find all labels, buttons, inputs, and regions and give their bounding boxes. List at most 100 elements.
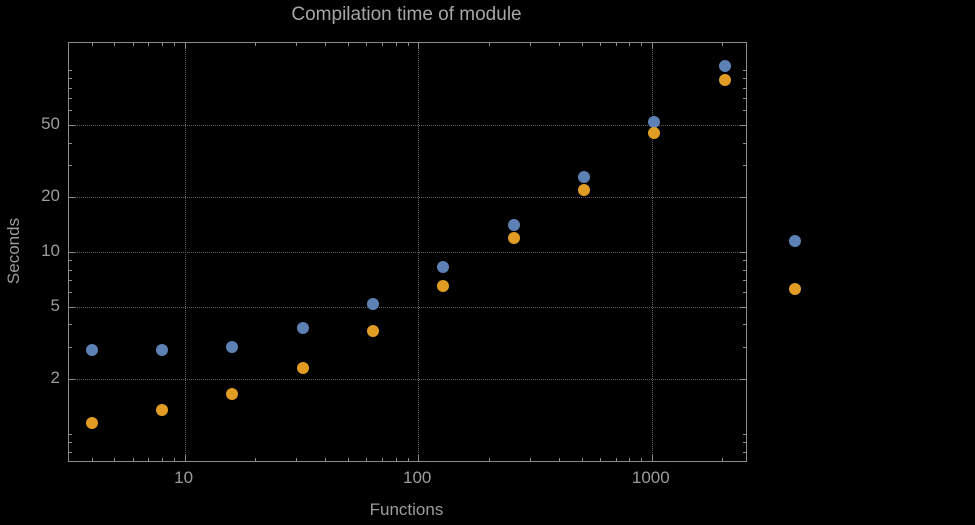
gridline-horizontal [69,306,746,308]
x-tick-mark [382,458,384,461]
x-tick-mark [599,458,601,461]
y-tick-mark [743,142,746,144]
y-tick-mark [69,442,72,444]
x-tick-mark [161,458,163,461]
gridline-horizontal [69,379,746,381]
x-tick-label: 10 [174,468,194,487]
data-point [718,60,731,73]
y-tick-mark [743,347,746,349]
x-tick-mark [641,458,643,461]
x-tick-mark [651,43,653,49]
x-tick-mark [395,458,397,461]
x-tick-mark [161,43,163,46]
y-tick-mark [740,252,746,254]
x-tick-mark [558,458,560,461]
y-tick-mark [69,110,72,112]
y-tick-mark [69,87,72,89]
y-tick-label: 10 [41,241,60,261]
y-tick-mark [740,379,746,381]
y-tick-mark [69,197,75,199]
y-tick-mark [743,292,746,294]
x-tick-mark [173,43,175,46]
x-tick-mark [347,43,349,46]
x-tick-mark [173,458,175,461]
y-tick-mark [69,292,72,294]
data-point [507,219,520,232]
y-tick-mark [69,347,72,349]
plot-frame [68,42,801,462]
x-tick-mark [641,43,643,46]
y-tick-mark [69,252,75,254]
y-tick-mark [743,87,746,89]
x-axis-label: Functions [369,500,444,519]
x-tick-mark [148,43,150,46]
x-tick-mark [366,458,368,461]
y-tick-mark [69,324,72,326]
x-tick-mark [615,458,617,461]
y-tick-mark [743,451,746,453]
y-tick-mark [743,280,746,282]
data-point [226,341,239,354]
x-tick-mark [629,43,631,46]
data-point [577,183,590,196]
y-tick-mark [69,142,72,144]
y-tick-mark [743,442,746,444]
data-point [648,115,661,128]
x-tick-mark [488,458,490,461]
x-tick-mark [581,43,583,46]
y-tick-mark [743,70,746,72]
x-tick-mark [114,43,116,46]
x-tick-mark [395,43,397,46]
x-tick-mark [325,43,327,46]
y-tick-mark [740,124,746,126]
x-tick-mark [91,458,93,461]
y-tick-mark [743,110,746,112]
x-tick-mark [254,43,256,46]
data-point [226,388,239,401]
y-tick-label: 2 [50,368,60,388]
y-tick-mark [69,98,72,100]
x-tick-mark [529,43,531,46]
data-point [296,322,309,335]
x-tick-mark [91,43,93,46]
y-tick-mark [69,451,72,453]
data-point [718,74,731,87]
y-tick-mark [740,197,746,199]
gridline-vertical [418,43,420,461]
x-tick-mark [382,43,384,46]
x-tick-mark [366,43,368,46]
data-point [648,127,661,140]
x-tick-mark [296,43,298,46]
data-point [155,404,168,417]
x-tick-mark [184,43,186,49]
y-axis-label: Seconds [4,217,23,285]
y-tick-mark [69,165,72,167]
x-tick-mark [558,43,560,46]
y-tick-mark [69,260,72,262]
y-tick-mark [743,78,746,80]
data-point [788,282,801,295]
gridline-vertical [651,43,653,461]
x-tick-mark [407,458,409,461]
data-point [155,343,168,356]
x-tick-mark [114,458,116,461]
x-tick-mark [132,458,134,461]
y-tick-mark [69,306,75,308]
x-tick-mark [254,458,256,461]
y-tick-mark [743,260,746,262]
data-point [85,343,98,356]
y-tick-label: 50 [41,113,60,133]
y-tick-mark [69,124,75,126]
y-tick-mark [743,433,746,435]
x-tick-mark [651,455,653,461]
y-tick-mark [743,324,746,326]
x-tick-mark [148,458,150,461]
data-point [366,297,379,310]
data-point [366,324,379,337]
x-tick-mark [296,458,298,461]
y-tick-mark [740,306,746,308]
x-tick-mark [325,458,327,461]
x-tick-mark [418,43,420,49]
data-point [437,260,450,273]
x-tick-mark [722,43,724,46]
